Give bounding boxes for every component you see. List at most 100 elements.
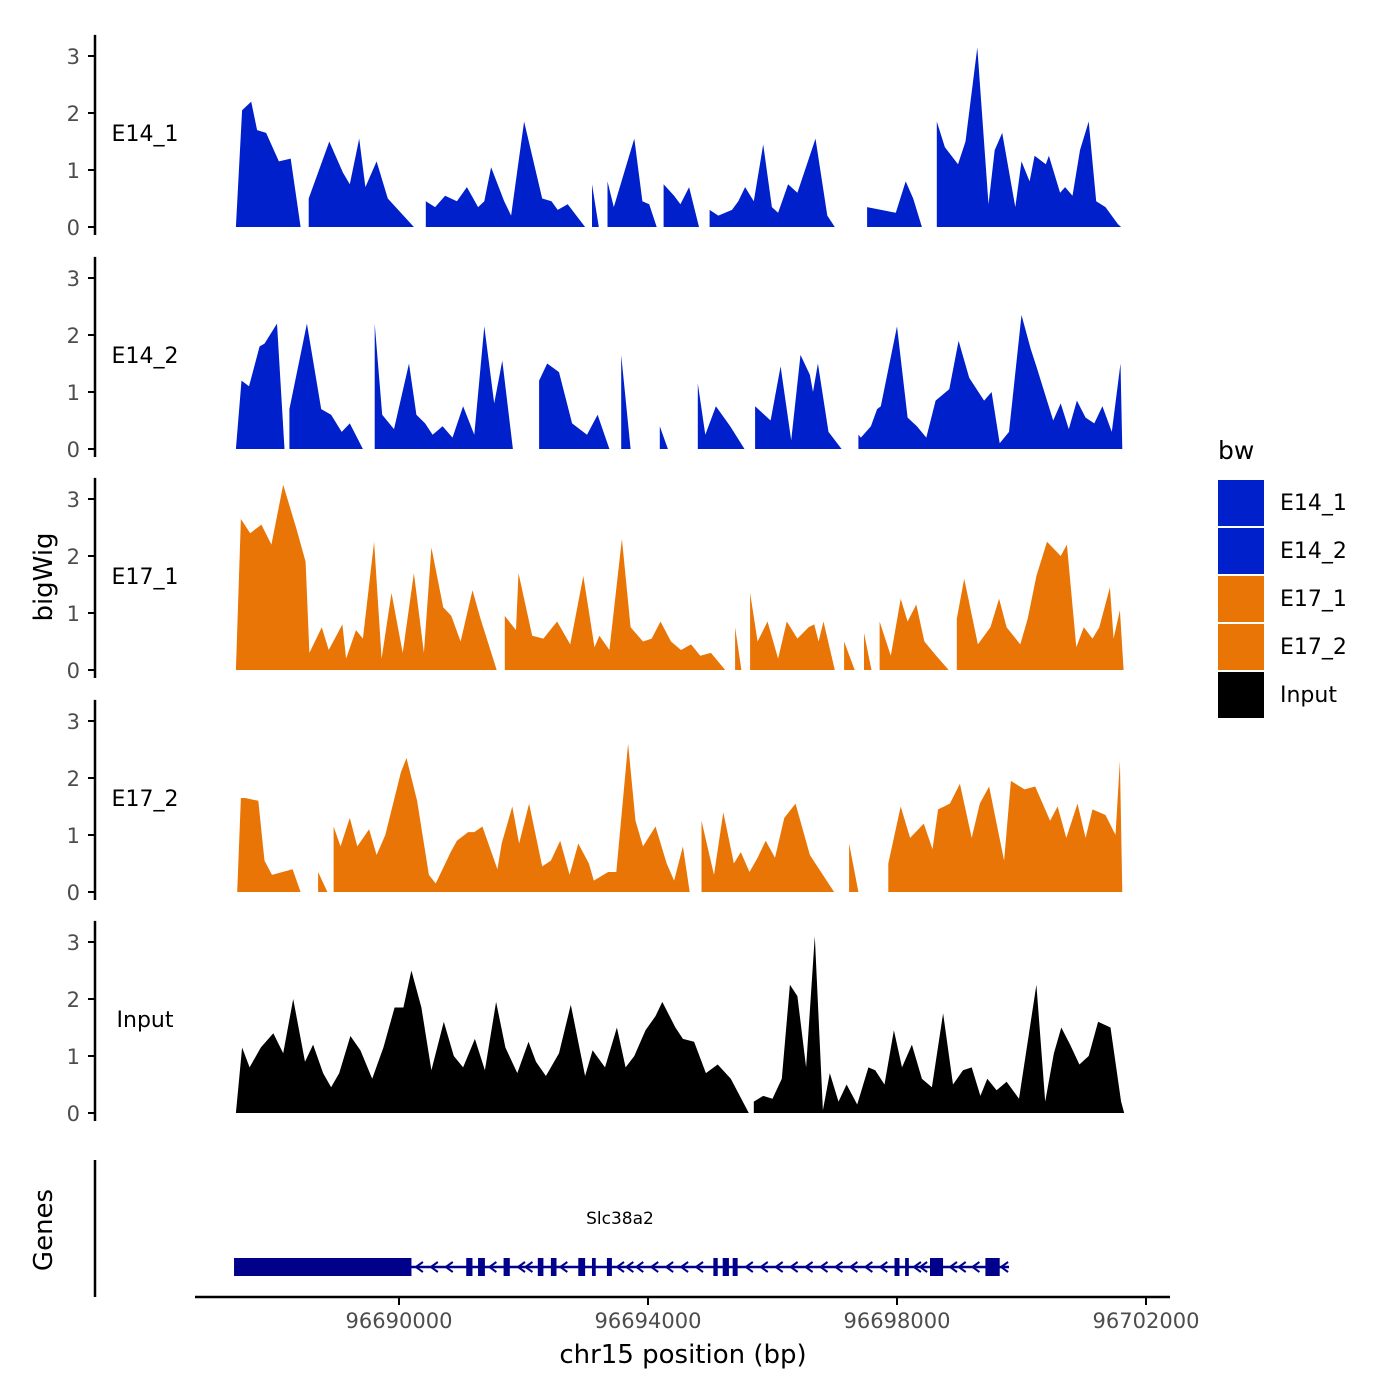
gene-exon <box>732 1258 738 1276</box>
area-series-E14_1 <box>235 47 1122 227</box>
gene-name-label: Slc38a2 <box>586 1209 654 1229</box>
track-label-Input: Input <box>117 1008 174 1033</box>
y-axis-title: bigWig <box>29 532 59 621</box>
strand-arrow-icon <box>948 1261 958 1273</box>
strand-arrow-icon <box>523 1261 534 1273</box>
x-axis: chr15 position (bp) 96690000 96694000 9669… <box>195 1295 1200 1370</box>
strand-arrow-icon <box>912 1261 922 1273</box>
legend-swatch-E14_1 <box>1218 480 1264 526</box>
strand-arrow-icon <box>774 1261 784 1273</box>
legend-label-Input: Input <box>1280 683 1337 708</box>
strand-arrow-icon <box>970 1261 981 1273</box>
strand-arrow-icon <box>833 1261 844 1273</box>
y-tick-label: 0 <box>67 438 80 462</box>
area-series-E14_2 <box>235 315 1123 449</box>
strand-arrow-icon <box>878 1261 888 1273</box>
legend-swatch-E14_2 <box>1218 528 1264 574</box>
strand-arrow-icon <box>664 1261 674 1273</box>
gene-exon <box>606 1258 612 1276</box>
track-label-E17_2: E17_2 <box>112 787 179 812</box>
x-tick-label: 96702000 <box>1093 1309 1200 1333</box>
legend-label-E17_1: E17_1 <box>1280 587 1347 612</box>
y-tick-label: 0 <box>67 659 80 683</box>
gene-exon <box>234 1258 412 1276</box>
legend-label-E14_1: E14_1 <box>1280 491 1347 516</box>
strand-arrow-icon <box>803 1261 814 1273</box>
y-tick-label: 0 <box>67 216 80 240</box>
legend-title: bw <box>1218 436 1254 465</box>
strand-arrow-icon <box>444 1261 454 1273</box>
strand-arrow-icon <box>649 1261 659 1273</box>
y-tick-label: 1 <box>67 1045 80 1069</box>
track-Input: 0 1 2 3 Input <box>67 920 1125 1126</box>
strand-arrow-icon <box>414 1261 424 1273</box>
y-tick-label: 3 <box>67 488 80 512</box>
legend-label-E17_2: E17_2 <box>1280 635 1347 660</box>
gene-exon <box>478 1258 485 1276</box>
strand-arrow-icon <box>694 1261 704 1273</box>
gene-exon <box>503 1258 510 1276</box>
y-tick-label: 3 <box>67 710 80 734</box>
strand-arrow-icon <box>759 1261 769 1273</box>
x-tick-label: 96690000 <box>346 1309 453 1333</box>
track-label-E17_1: E17_1 <box>112 565 179 590</box>
y-tick-label: 1 <box>67 381 80 405</box>
y-tick-label: 2 <box>67 324 80 348</box>
x-axis-title: chr15 position (bp) <box>559 1340 806 1370</box>
strand-arrow-icon <box>558 1261 568 1273</box>
strand-arrow-icon <box>487 1261 497 1273</box>
strand-arrow-icon <box>957 1261 967 1273</box>
gene-exon <box>894 1258 900 1276</box>
strand-arrow-icon <box>624 1261 634 1273</box>
y-tick-label: 1 <box>67 602 80 626</box>
y-tick-label: 3 <box>67 931 80 955</box>
track-label-E14_2: E14_2 <box>112 344 179 369</box>
legend-label-E14_2: E14_2 <box>1280 539 1347 564</box>
gene-exon <box>722 1258 729 1276</box>
strand-arrow-icon <box>918 1261 928 1273</box>
gene-exon <box>985 1258 1000 1276</box>
area-series-E17_2 <box>237 743 1123 892</box>
gene-exon <box>713 1258 718 1276</box>
gene-exon <box>591 1258 596 1276</box>
track-E17_2: 0 1 2 3 E17_2 <box>67 699 1123 905</box>
strand-arrow-icon <box>516 1261 526 1273</box>
strand-arrow-icon <box>863 1261 873 1273</box>
y-tick-label: 3 <box>67 45 80 69</box>
gene-exon <box>905 1258 909 1276</box>
track-E14_2: 0 1 2 3 E14_2 <box>67 256 1123 462</box>
y-tick-label: 1 <box>67 159 80 183</box>
y-tick-label: 2 <box>67 545 80 569</box>
strand-arrow-icon <box>615 1261 625 1273</box>
area-series-Input <box>235 936 1125 1113</box>
gene-exon <box>466 1258 473 1276</box>
genes-track-label: Genes <box>29 1189 59 1271</box>
y-tick-label: 2 <box>67 102 80 126</box>
strand-arrow-icon <box>848 1261 859 1273</box>
y-tick-label: 2 <box>67 988 80 1012</box>
x-tick-label: 96694000 <box>595 1309 702 1333</box>
gene-exon <box>929 1258 944 1276</box>
strand-arrow-icon <box>429 1261 439 1273</box>
strand-arrow-icon <box>788 1261 799 1273</box>
genes-track: Genes Slc38a2 <box>29 1160 1010 1297</box>
y-tick-label: 0 <box>67 1102 80 1126</box>
legend-swatch-E17_1 <box>1218 576 1264 622</box>
gene-exon <box>537 1258 544 1276</box>
legend: bw E14_1 E14_2 E17_1 E17_2 Input <box>1218 436 1347 718</box>
y-tick-label: 1 <box>67 824 80 848</box>
track-E17_1: 0 1 2 3 E17_1 <box>67 477 1124 683</box>
legend-swatch-Input <box>1218 672 1264 718</box>
area-series-E17_1 <box>235 484 1124 670</box>
y-tick-label: 0 <box>67 881 80 905</box>
y-tick-label: 3 <box>67 267 80 291</box>
y-tick-label: 2 <box>67 767 80 791</box>
strand-arrow-icon <box>679 1261 689 1273</box>
gene-exon <box>578 1258 586 1276</box>
strand-arrow-icon <box>818 1261 829 1273</box>
track-label-E14_1: E14_1 <box>112 122 179 147</box>
track-E14_1: 0 1 2 3 E14_1 <box>67 34 1122 240</box>
tracks-area: 0 1 2 3 E14_1 0 1 2 3 E14_2 0 1 2 3 E17_1 0 1 2 3 E17_2 0 1 2 3… <box>67 34 1125 1126</box>
legend-swatch-E17_2 <box>1218 624 1264 670</box>
